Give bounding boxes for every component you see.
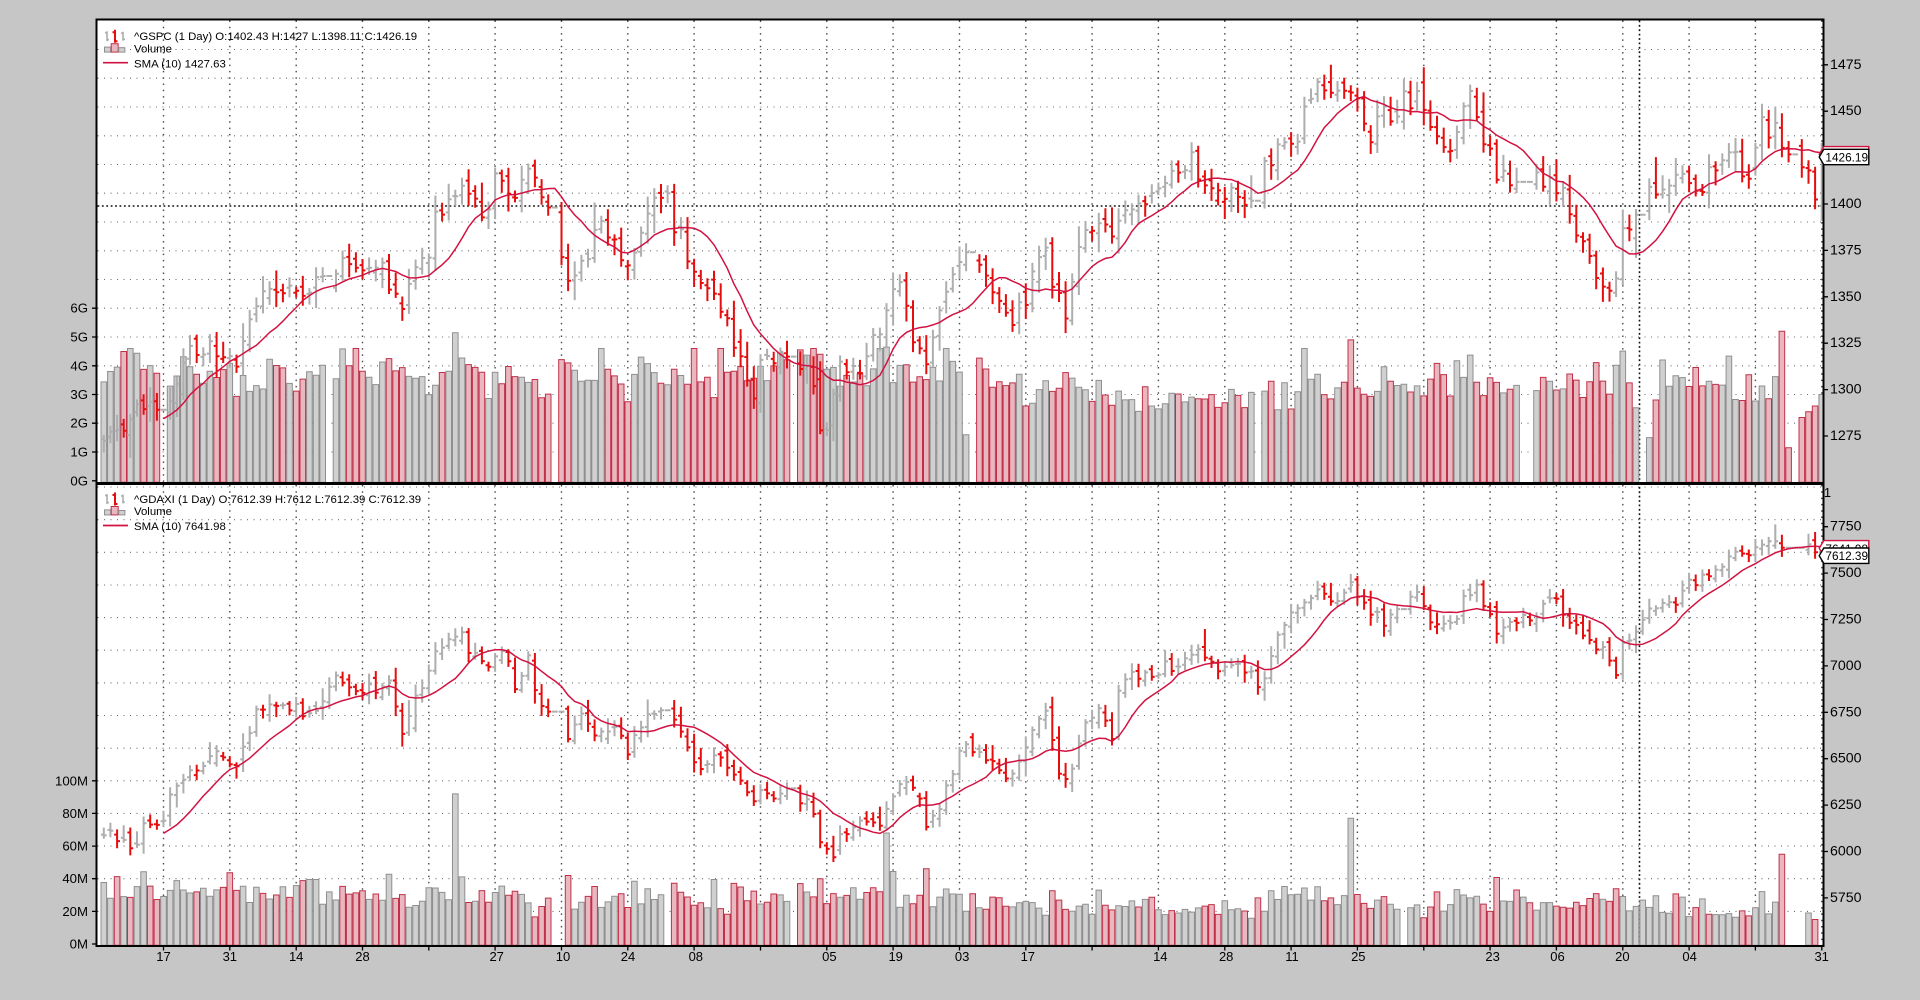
svg-text:1350: 1350 xyxy=(1830,289,1862,305)
svg-text:27: 27 xyxy=(489,949,503,964)
svg-text:17: 17 xyxy=(1021,949,1035,964)
svg-text:06: 06 xyxy=(1550,949,1564,964)
svg-text:1325: 1325 xyxy=(1830,335,1862,351)
svg-text:6750: 6750 xyxy=(1830,704,1862,720)
svg-text:20: 20 xyxy=(1615,949,1629,964)
svg-text:10: 10 xyxy=(556,949,570,964)
svg-text:14: 14 xyxy=(289,949,303,964)
svg-text:^GDAXI (1 Day) O:7612.39 H:761: ^GDAXI (1 Day) O:7612.39 H:7612 L:7612.3… xyxy=(134,494,421,506)
svg-text:17: 17 xyxy=(156,949,170,964)
svg-text:23: 23 xyxy=(1485,949,1499,964)
svg-text:7612.39: 7612.39 xyxy=(1825,549,1868,563)
svg-text:0M: 0M xyxy=(70,937,88,952)
svg-text:Volume: Volume xyxy=(134,43,172,55)
svg-text:7250: 7250 xyxy=(1830,612,1862,628)
svg-text:6G: 6G xyxy=(70,301,88,316)
svg-text:40M: 40M xyxy=(62,871,88,886)
svg-text:6250: 6250 xyxy=(1830,797,1862,813)
svg-text:7000: 7000 xyxy=(1830,658,1862,674)
svg-text:6000: 6000 xyxy=(1830,844,1862,860)
svg-text:SMA (10) 7641.98: SMA (10) 7641.98 xyxy=(134,521,226,533)
svg-text:SMA (10) 1427.63: SMA (10) 1427.63 xyxy=(134,58,226,70)
svg-text:100M: 100M xyxy=(55,773,88,788)
svg-text:7750: 7750 xyxy=(1830,519,1862,535)
svg-text:0G: 0G xyxy=(70,473,88,488)
svg-text:1475: 1475 xyxy=(1830,57,1862,73)
svg-text:28: 28 xyxy=(1219,949,1233,964)
svg-text:^GSPC (1 Day) O:1402.43 H:1427: ^GSPC (1 Day) O:1402.43 H:1427 L:1398.11… xyxy=(134,31,417,43)
svg-text:14: 14 xyxy=(1153,949,1167,964)
svg-text:20M: 20M xyxy=(62,904,88,919)
svg-text:6500: 6500 xyxy=(1830,751,1862,767)
svg-text:1300: 1300 xyxy=(1830,382,1862,398)
svg-text:1275: 1275 xyxy=(1830,428,1862,444)
svg-text:04: 04 xyxy=(1682,949,1696,964)
svg-text:24: 24 xyxy=(621,949,635,964)
svg-text:05: 05 xyxy=(822,949,836,964)
svg-text:4G: 4G xyxy=(70,358,88,373)
svg-text:11: 11 xyxy=(1285,949,1299,964)
svg-text:03: 03 xyxy=(955,949,969,964)
svg-text:60M: 60M xyxy=(62,839,88,854)
svg-text:5G: 5G xyxy=(70,330,88,345)
svg-text:1400: 1400 xyxy=(1830,196,1862,212)
svg-text:2G: 2G xyxy=(70,416,88,431)
svg-text:5750: 5750 xyxy=(1830,890,1862,906)
svg-text:7500: 7500 xyxy=(1830,565,1862,581)
svg-text:3G: 3G xyxy=(70,387,88,402)
svg-text:25: 25 xyxy=(1351,949,1365,964)
svg-text:1G: 1G xyxy=(70,445,88,460)
svg-text:1426.19: 1426.19 xyxy=(1825,151,1868,165)
svg-text:31: 31 xyxy=(1814,949,1828,964)
svg-text:28: 28 xyxy=(355,949,369,964)
svg-text:19: 19 xyxy=(888,949,902,964)
svg-text:31: 31 xyxy=(223,949,237,964)
svg-text:1: 1 xyxy=(1824,485,1831,500)
svg-text:80M: 80M xyxy=(62,806,88,821)
svg-text:08: 08 xyxy=(689,949,703,964)
svg-text:Volume: Volume xyxy=(134,506,172,518)
svg-text:1450: 1450 xyxy=(1830,103,1862,119)
svg-text:1375: 1375 xyxy=(1830,242,1862,258)
